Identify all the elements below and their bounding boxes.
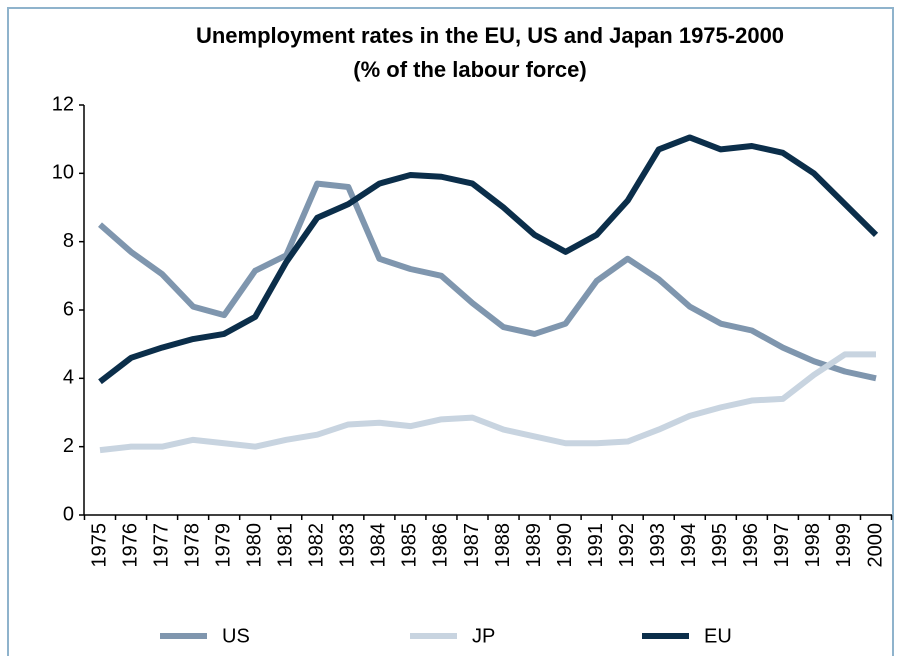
y-tick-label: 0	[63, 503, 74, 525]
x-tick-label: 1996	[740, 523, 762, 568]
x-tick-label: 1993	[647, 523, 669, 568]
y-tick-label: 4	[63, 367, 74, 389]
x-tick-label: 1995	[709, 523, 731, 568]
x-tick-label: 1991	[585, 523, 607, 568]
y-tick-label: 8	[63, 230, 74, 252]
chart-title: Unemployment rates in the EU, US and Jap…	[196, 23, 784, 48]
x-tick-label: 1992	[616, 523, 638, 568]
x-tick-label: 1985	[399, 523, 421, 568]
x-tick-label: 1997	[771, 523, 793, 568]
line-series	[99, 351, 876, 454]
x-tick-label: 1988	[492, 523, 514, 568]
x-tick-label: 1977	[150, 523, 172, 568]
x-tick-label: 1981	[275, 523, 297, 568]
y-tick-label: 12	[52, 93, 74, 115]
x-tick-label: 1999	[833, 523, 855, 568]
x-tick-label: 1990	[554, 523, 576, 568]
x-tick-label: 1998	[802, 523, 824, 568]
y-tick-label: 10	[52, 162, 74, 184]
x-tick-label: 1984	[368, 523, 390, 568]
x-tick-label: 1979	[212, 523, 234, 568]
x-tick-label: 1986	[430, 523, 452, 568]
line-series	[98, 134, 879, 385]
chart-subtitle: (% of the labour force)	[353, 57, 586, 82]
y-tick-label: 2	[63, 435, 74, 457]
legend-label: JP	[472, 625, 495, 647]
frame	[7, 7, 894, 656]
legend-label: EU	[704, 625, 732, 647]
x-tick-label: 1989	[523, 523, 545, 568]
x-tick-label: 2000	[864, 523, 886, 568]
legend-label: US	[222, 625, 250, 647]
line-series	[98, 180, 877, 382]
x-tick-label: 1975	[88, 523, 110, 568]
x-tick-label: 1980	[243, 523, 265, 568]
x-tick-label: 1983	[337, 523, 359, 568]
x-tick-label: 1994	[678, 523, 700, 568]
x-tick-label: 1982	[306, 523, 328, 568]
x-tick-label: 1987	[461, 523, 483, 568]
x-tick-label: 1978	[181, 523, 203, 568]
y-tick-label: 6	[63, 298, 74, 320]
x-tick-label: 1976	[119, 523, 141, 568]
